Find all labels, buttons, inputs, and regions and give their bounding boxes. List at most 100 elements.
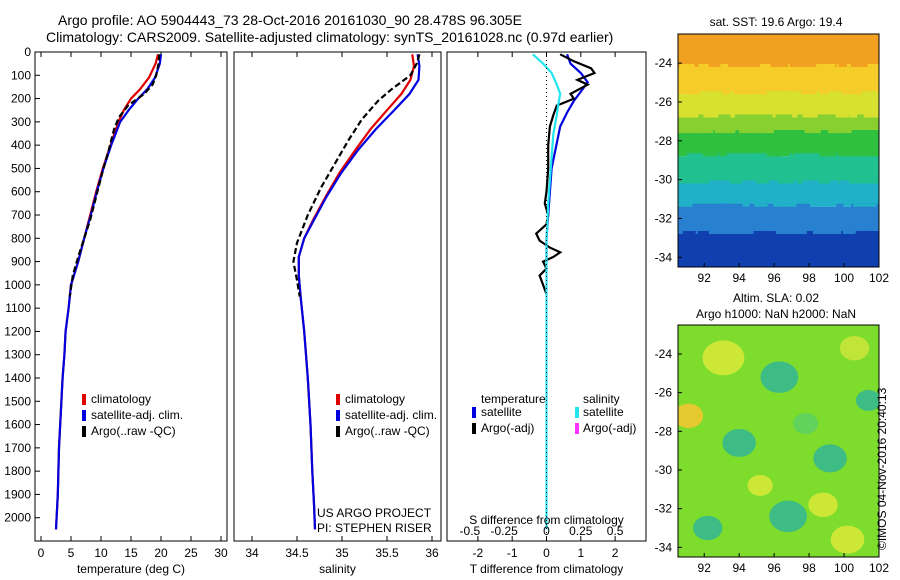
sst-map-frame	[677, 33, 880, 268]
sst-map-band	[678, 183, 879, 207]
temperature-ytick-label: 1800	[4, 464, 31, 478]
difference-legend-label: satellite	[481, 405, 522, 419]
difference-legend-title-t: temperature	[481, 392, 546, 406]
difference-legend-label: Argo(-adj)	[583, 421, 636, 435]
sla-map-blob	[702, 340, 745, 376]
sst-map-band	[678, 133, 879, 157]
difference-xtick-label: 2	[612, 546, 619, 560]
salinity-series-line	[292, 53, 421, 297]
sst-map-band	[678, 156, 879, 184]
sst-map-ytick-label: -24	[655, 56, 673, 70]
salinity-xtick-label: 36	[425, 546, 439, 560]
difference-top-xlabel: S difference from climatology	[469, 513, 624, 527]
sla-map-blob	[722, 428, 756, 457]
sla-map-blob	[808, 492, 838, 518]
salinity-legend-label: Argo(..raw -QC)	[345, 424, 430, 438]
temperature-ytick-label: 0	[24, 45, 31, 59]
difference-legend-swatch	[472, 423, 476, 434]
figure-title-line2: Climatology: CARS2009. Satellite-adjuste…	[46, 29, 614, 45]
salinity-xlabel: salinity	[319, 562, 356, 576]
sst-map-band	[678, 233, 879, 267]
sla-map-subtitle: Argo h1000: NaN h2000: NaN	[696, 307, 856, 321]
difference-legend-swatch	[575, 423, 579, 434]
difference-s-tick-label: -0.25	[491, 524, 519, 538]
sst-map-band-texture	[878, 203, 879, 210]
sst-map-band	[678, 34, 879, 68]
salinity-xtick-label: 34	[245, 546, 259, 560]
sla-map-xtick-label: 92	[698, 561, 712, 575]
sst-map-xtick-label: 98	[802, 271, 816, 285]
temperature-xtick-label: 10	[94, 546, 108, 560]
temperature-series-line	[68, 54, 161, 297]
temperature-xtick-label: 30	[214, 546, 228, 560]
difference-legend-swatch	[472, 407, 476, 418]
sst-map-band-texture	[878, 180, 879, 187]
temperature-ytick-label: 900	[11, 255, 31, 269]
temperature-ytick-label: 600	[11, 185, 31, 199]
sst-map-ytick-label: -34	[655, 250, 673, 264]
temperature-xtick-label: 0	[38, 546, 45, 560]
sla-map-xtick-label: 96	[767, 561, 781, 575]
difference-legend-label: Argo(-adj)	[481, 421, 534, 435]
salinity-xtick-label: 34.5	[285, 546, 309, 560]
sla-map-title: Altim. SLA: 0.02	[733, 291, 819, 305]
sla-map-frame	[677, 324, 880, 558]
difference-legend-title-s: salinity	[583, 392, 620, 406]
salinity-frame	[233, 51, 442, 542]
sla-map-ytick-label: -24	[655, 347, 673, 361]
sla-map-xtick-label: 102	[869, 561, 889, 575]
temperature-ytick-label: 1000	[4, 278, 31, 292]
temperature-legend-label: Argo(..raw -QC)	[91, 424, 176, 438]
temperature-xtick-label: 25	[184, 546, 198, 560]
project-label: US ARGO PROJECT	[317, 506, 432, 520]
sst-map-ytick-label: -30	[655, 173, 673, 187]
temperature-ytick-label: 200	[11, 92, 31, 106]
sla-map-blob	[678, 403, 704, 429]
difference-xtick-label: -2	[473, 546, 484, 560]
sst-map-xtick-label: 92	[698, 271, 712, 285]
sst-map-title: sat. SST: 19.6 Argo: 19.4	[710, 15, 843, 29]
salinity-xtick-label: 35.5	[375, 546, 399, 560]
sst-map-xtick-label: 96	[767, 271, 781, 285]
temperature-ytick-label: 1600	[4, 418, 31, 432]
temperature-ytick-label: 300	[11, 115, 31, 129]
difference-xtick-label: -1	[507, 546, 518, 560]
difference-s-tick-label: -0.5	[460, 524, 481, 538]
difference-s-tick-label: 0.5	[607, 524, 624, 538]
sla-map-ytick-label: -30	[655, 463, 673, 477]
sla-map-xtick-label: 98	[802, 561, 816, 575]
temperature-ytick-label: 700	[11, 208, 31, 222]
sst-map-xtick-label: 100	[834, 271, 854, 285]
sst-map-xtick-label: 102	[869, 271, 889, 285]
temperature-xtick-label: 5	[68, 546, 75, 560]
difference-xtick-label: 1	[577, 546, 584, 560]
difference-s-tick-label: 0	[543, 524, 550, 538]
sst-map-ytick-label: -32	[655, 211, 673, 225]
difference-series-line	[532, 53, 562, 530]
temperature-legend-swatch	[82, 394, 86, 405]
sla-map-blob	[760, 361, 799, 393]
temperature-legend-label: climatology	[91, 392, 151, 406]
sla-map-ytick-label: -34	[655, 540, 673, 554]
sst-map-band	[678, 117, 879, 134]
sla-map-ytick-label: -26	[655, 386, 673, 400]
sst-map-band-texture	[877, 230, 879, 237]
temperature-xlabel: temperature (deg C)	[77, 562, 185, 576]
temperature-xtick-label: 20	[154, 546, 168, 560]
sla-map-blob	[813, 444, 847, 473]
temperature-xtick-label: 15	[124, 546, 138, 560]
sla-map-blob	[693, 515, 723, 541]
sst-map-band	[678, 206, 879, 234]
sla-map-blob	[855, 389, 879, 411]
sst-map-band	[678, 67, 879, 95]
temperature-ytick-label: 1700	[4, 441, 31, 455]
temperature-ytick-label: 500	[11, 161, 31, 175]
difference-xlabel: T difference from climatology	[470, 562, 624, 576]
temperature-ytick-label: 400	[11, 138, 31, 152]
sla-map-blob	[839, 335, 870, 361]
salinity-legend-swatch	[336, 410, 340, 421]
temperature-frame	[34, 51, 228, 542]
salinity-series-line	[297, 54, 421, 530]
